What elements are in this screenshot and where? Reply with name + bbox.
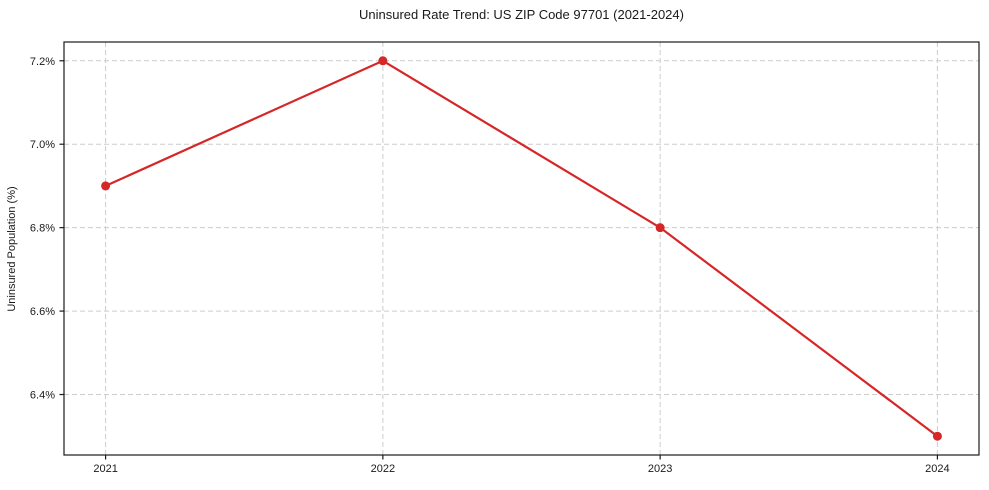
x-tick-label: 2024 [925,463,949,475]
data-point-2021 [101,181,111,191]
data-point-2023 [655,223,665,233]
y-tick-label: 6.4% [30,390,55,402]
data-point-2022 [378,56,388,66]
x-tick-label: 2021 [93,463,117,475]
y-tick-label: 7.2% [30,56,55,68]
data-point-2024 [932,431,942,441]
y-tick-label: 6.6% [30,306,55,318]
axes-box [63,41,980,456]
chart-title: Uninsured Rate Trend: US ZIP Code 97701 … [359,7,684,22]
y-tick-label: 6.8% [30,223,55,235]
y-tick-label: 7.0% [30,139,55,151]
trend-line [104,59,939,438]
x-tick-label: 2023 [648,463,672,475]
x-tick-label: 2022 [371,463,395,475]
